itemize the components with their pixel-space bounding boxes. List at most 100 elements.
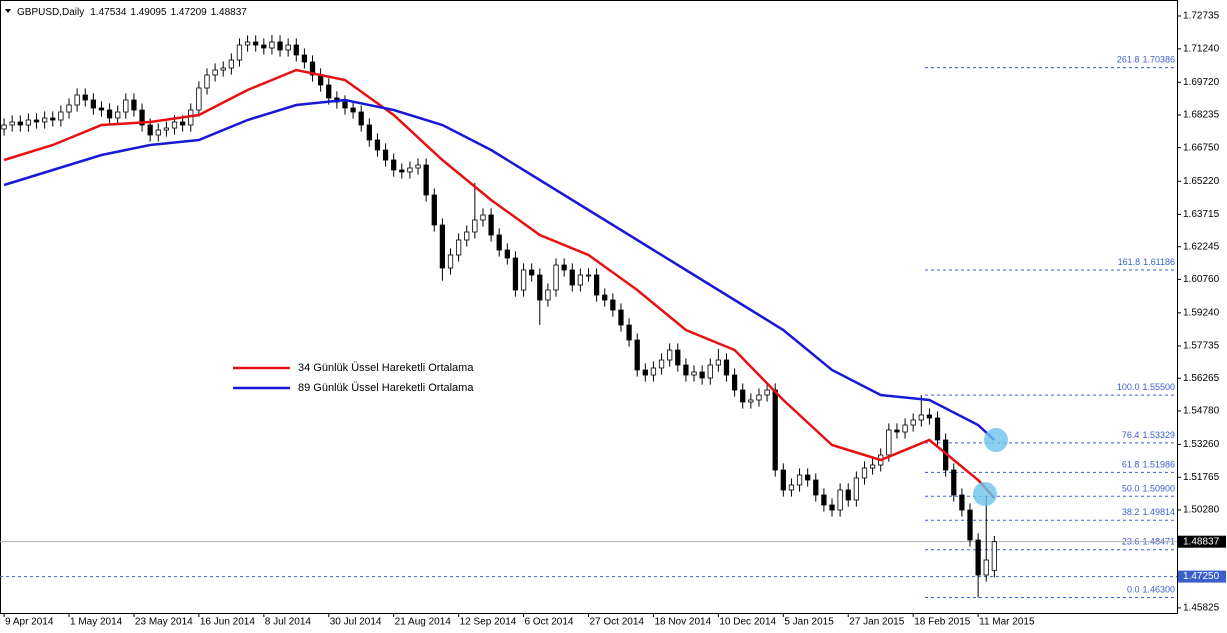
candle-body <box>602 294 608 301</box>
candle-body <box>285 44 291 51</box>
candle-body <box>926 414 933 419</box>
candle-body <box>593 274 600 296</box>
candle-body <box>894 429 900 433</box>
candle-body <box>529 269 535 276</box>
candle-body <box>155 129 161 136</box>
legend-label: 89 Günlük Üssel Hareketli Ortalama <box>298 382 474 394</box>
candle-body <box>342 101 348 109</box>
candle-body <box>74 94 80 106</box>
candle-body <box>50 117 56 121</box>
highlights <box>973 428 1008 506</box>
candle-body <box>350 107 356 113</box>
candle-body <box>821 494 827 506</box>
x-tick-label: 27 Oct 2014 <box>590 617 645 628</box>
candle-body <box>163 127 170 131</box>
fib-label: 50.0 1.50900 <box>1122 484 1175 494</box>
candle-body <box>391 159 397 171</box>
y-tick-label: 1.56265 <box>1183 373 1220 384</box>
candle-body <box>561 264 567 271</box>
candle-body <box>910 419 916 426</box>
current-price-box <box>1178 535 1226 548</box>
candle-body <box>740 389 746 403</box>
candle-body <box>180 121 186 126</box>
candle-body <box>902 424 908 433</box>
candle-body <box>756 394 762 401</box>
ma-line <box>3 68 996 499</box>
candle-body <box>610 299 616 311</box>
candle-body <box>431 194 437 226</box>
x-tick-label: 30 Jul 2014 <box>330 617 382 628</box>
symbol: GBPUSD,Daily <box>17 7 84 18</box>
fib-label: 0.0 1.46300 <box>1127 585 1175 595</box>
highlight-circle <box>984 428 1008 452</box>
candle-body <box>399 169 405 173</box>
x-tick-label: 6 Oct 2014 <box>525 617 574 628</box>
candle-body <box>204 74 210 89</box>
candle-body <box>504 249 510 259</box>
candle-body <box>642 369 648 376</box>
y-tick-label: 1.62245 <box>1183 241 1220 252</box>
candle-body <box>131 99 137 111</box>
fib-price: 1.70386 <box>1142 55 1175 65</box>
fib-price: 1.61186 <box>1143 257 1175 267</box>
fib-level: 38.2 <box>1122 508 1140 518</box>
candle-body <box>748 399 754 403</box>
candle-body <box>723 359 730 376</box>
header: GBPUSD,Daily 1.47534 1.49095 1.47209 1.48837 <box>17 7 247 18</box>
legend-label: 34 Günlük Üssel Hareketli Ortalama <box>298 362 474 374</box>
candle-body <box>147 124 153 136</box>
header-close: 1.48837 <box>211 7 248 18</box>
candle-body <box>9 121 15 126</box>
candle-body <box>1 124 7 130</box>
candle-body <box>813 479 819 496</box>
x-tick-label: 16 Jun 2014 <box>200 617 255 628</box>
x-tick-label: 9 Apr 2014 <box>5 617 54 628</box>
candle-body <box>464 231 470 241</box>
candle-body <box>123 99 129 113</box>
candle-body <box>658 359 665 369</box>
fib-price: 1.55500 <box>1142 382 1175 392</box>
candle-body <box>358 111 364 126</box>
header-arrow <box>5 9 11 13</box>
candle-body <box>537 274 543 301</box>
candle-body <box>780 469 786 491</box>
candle-body <box>455 239 462 256</box>
y-tick-label: 1.50280 <box>1183 505 1220 516</box>
candle-body <box>196 87 202 111</box>
fib-label: 76.4 1.53329 <box>1122 430 1175 440</box>
candle-body <box>764 389 770 396</box>
y-tick-label: 1.69720 <box>1183 77 1220 88</box>
candle-body <box>496 234 502 251</box>
header-low: 1.47209 <box>171 7 208 18</box>
candle-body <box>796 474 803 486</box>
fib-price: 1.50900 <box>1142 484 1175 494</box>
candle-body <box>171 121 178 129</box>
x-tick-label: 12 Sep 2014 <box>460 617 517 628</box>
candle-body <box>25 119 32 126</box>
candle-body <box>650 367 657 376</box>
x-tick-label: 1 May 2014 <box>70 617 123 628</box>
x-tick-label: 18 Nov 2014 <box>654 617 711 628</box>
candle-body <box>253 41 259 46</box>
candle-body <box>626 324 632 341</box>
candle-body <box>472 219 478 233</box>
candle-body <box>106 109 113 119</box>
plot-frame <box>0 0 1178 614</box>
y-tick-label: 1.60760 <box>1183 274 1220 285</box>
candle-body <box>788 484 795 491</box>
x-tick-label: 10 Dec 2014 <box>719 617 776 628</box>
candle-body <box>545 289 551 301</box>
fib-price: 1.49814 <box>1142 508 1175 518</box>
candle-body <box>139 109 145 126</box>
ma-line <box>3 98 996 441</box>
fib-label: 61.8 1.51986 <box>1122 460 1175 470</box>
candle-body <box>683 364 689 376</box>
fib-label: 38.2 1.49814 <box>1122 508 1175 518</box>
y-tick-label: 1.53260 <box>1183 439 1220 450</box>
candle-body <box>488 214 494 236</box>
fib-level: 61.8 <box>1122 460 1140 470</box>
x-tick-label: 21 Aug 2014 <box>395 617 452 628</box>
candle-body <box>261 44 267 49</box>
y-tick-label: 1.54780 <box>1183 406 1220 417</box>
